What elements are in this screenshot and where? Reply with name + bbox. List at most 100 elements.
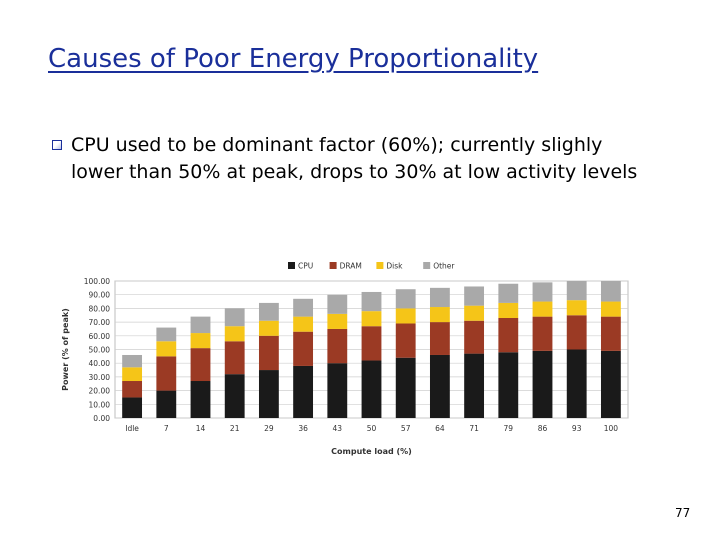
x-tick-label: 100 bbox=[604, 424, 619, 433]
stacked-bar-chart: CPU DRAM Disk Other 0.00 10.00 20.00 30.00 40.0… bbox=[61, 262, 629, 456]
bar-disk-50 bbox=[361, 311, 382, 327]
x-tick-label: 29 bbox=[264, 424, 274, 433]
y-tick-label: 100.00 bbox=[84, 277, 110, 286]
legend-label-dram: DRAM bbox=[340, 262, 362, 271]
y-tick-label: 20.00 bbox=[89, 387, 111, 396]
x-tick-label: 50 bbox=[367, 424, 377, 433]
x-tick-label: 14 bbox=[196, 424, 206, 433]
bar-disk-29 bbox=[258, 320, 279, 336]
power-breakdown-chart: CPU DRAM Disk Other 0.00 10.00 20.00 30.00 40.0… bbox=[58, 253, 638, 463]
bar-other-7 bbox=[156, 327, 177, 342]
bar-dram-71 bbox=[464, 320, 485, 354]
bar-cpu-43 bbox=[327, 363, 348, 418]
bar-disk-7 bbox=[156, 341, 177, 357]
bar-cpu-36 bbox=[293, 365, 314, 418]
y-tick-label: 80.00 bbox=[89, 304, 111, 313]
bar-other-29 bbox=[258, 302, 279, 321]
x-tick-label: 57 bbox=[401, 424, 411, 433]
legend-swatch-disk bbox=[376, 262, 384, 269]
bar-disk-64 bbox=[429, 307, 450, 323]
bar-dram-29 bbox=[258, 335, 279, 371]
bar-disk-86 bbox=[532, 301, 553, 317]
legend-swatch-other bbox=[423, 262, 431, 269]
bar-dram-43 bbox=[327, 328, 348, 364]
chart-legend: CPU DRAM Disk Other bbox=[288, 262, 455, 271]
y-axis: 0.00 10.00 20.00 30.00 40.00 50.00 60.00 70.00 8… bbox=[84, 277, 110, 423]
bar-disk-71 bbox=[464, 305, 485, 321]
x-tick-label: Idle bbox=[125, 424, 139, 433]
bar-disk-100 bbox=[600, 301, 621, 317]
slide-title: Causes of Poor Energy Proportionality bbox=[48, 44, 539, 74]
y-tick-label: 0.00 bbox=[93, 414, 110, 423]
chart-bars bbox=[122, 281, 621, 418]
bar-cpu-14 bbox=[190, 381, 211, 418]
bar-cpu-50 bbox=[361, 360, 382, 418]
legend-label-cpu: CPU bbox=[298, 262, 313, 271]
bar-disk-57 bbox=[395, 308, 416, 324]
bar-cpu-100 bbox=[600, 350, 621, 418]
x-tick-label: 7 bbox=[164, 424, 169, 433]
bullet-point: CPU used to be dominant factor (60%); cu… bbox=[52, 132, 672, 186]
y-tick-label: 90.00 bbox=[89, 291, 111, 300]
bar-cpu-86 bbox=[532, 350, 553, 418]
bar-other-21 bbox=[224, 308, 245, 327]
legend-label-other: Other bbox=[433, 262, 455, 271]
bar-dram-idle bbox=[122, 381, 143, 398]
bar-other-57 bbox=[395, 289, 416, 309]
y-tick-label: 60.00 bbox=[89, 332, 111, 341]
y-tick-label: 70.00 bbox=[89, 318, 111, 327]
legend-swatch-cpu bbox=[288, 262, 295, 269]
bar-disk-idle bbox=[122, 367, 143, 382]
bar-other-idle bbox=[122, 354, 143, 368]
bar-disk-93 bbox=[566, 300, 587, 316]
bar-dram-50 bbox=[361, 326, 382, 361]
x-tick-label: 64 bbox=[435, 424, 445, 433]
bar-cpu-idle bbox=[122, 397, 143, 418]
bar-disk-21 bbox=[224, 326, 245, 342]
y-tick-label: 30.00 bbox=[89, 373, 111, 382]
bar-other-86 bbox=[532, 282, 553, 302]
legend-label-disk: Disk bbox=[386, 262, 403, 271]
bar-cpu-21 bbox=[224, 374, 245, 418]
bar-other-79 bbox=[498, 283, 519, 303]
bar-dram-64 bbox=[429, 322, 450, 355]
x-axis: Idle 7 14 21 29 36 43 50 57 64 71 79 86 93 100 bbox=[125, 424, 618, 433]
x-tick-label: 43 bbox=[333, 424, 343, 433]
bar-dram-36 bbox=[293, 331, 314, 366]
bar-other-64 bbox=[429, 287, 450, 308]
bar-cpu-64 bbox=[429, 354, 450, 418]
bar-cpu-7 bbox=[156, 390, 177, 418]
bar-cpu-71 bbox=[464, 353, 485, 418]
bar-cpu-29 bbox=[258, 370, 279, 418]
bar-dram-100 bbox=[600, 316, 621, 351]
x-tick-label: 93 bbox=[572, 424, 582, 433]
bar-disk-79 bbox=[498, 302, 519, 318]
bar-cpu-79 bbox=[498, 352, 519, 418]
x-tick-label: 21 bbox=[230, 424, 240, 433]
bar-other-36 bbox=[293, 298, 314, 317]
bar-other-71 bbox=[464, 286, 485, 306]
bar-cpu-93 bbox=[566, 349, 587, 418]
bar-dram-86 bbox=[532, 316, 553, 351]
x-tick-label: 36 bbox=[298, 424, 308, 433]
legend-swatch-dram bbox=[329, 262, 337, 269]
bar-dram-93 bbox=[566, 315, 587, 350]
bar-dram-21 bbox=[224, 341, 245, 375]
bar-disk-36 bbox=[293, 316, 314, 332]
bar-cpu-57 bbox=[395, 357, 416, 418]
y-axis-label: Power (% of peak) bbox=[61, 308, 70, 391]
y-tick-label: 40.00 bbox=[89, 359, 111, 368]
x-tick-label: 79 bbox=[504, 424, 514, 433]
bar-other-100 bbox=[600, 281, 621, 302]
bullet-text: CPU used to be dominant factor (60%); cu… bbox=[71, 134, 638, 183]
checkbox-bullet-icon bbox=[52, 140, 62, 150]
bar-disk-43 bbox=[327, 313, 348, 329]
bar-other-14 bbox=[190, 316, 211, 334]
bar-dram-57 bbox=[395, 323, 416, 358]
bar-dram-79 bbox=[498, 317, 519, 353]
bar-other-93 bbox=[566, 281, 587, 301]
y-tick-label: 50.00 bbox=[89, 346, 111, 355]
x-axis-label: Compute load (%) bbox=[331, 447, 412, 456]
y-tick-label: 10.00 bbox=[89, 400, 111, 409]
bar-other-50 bbox=[361, 291, 382, 312]
